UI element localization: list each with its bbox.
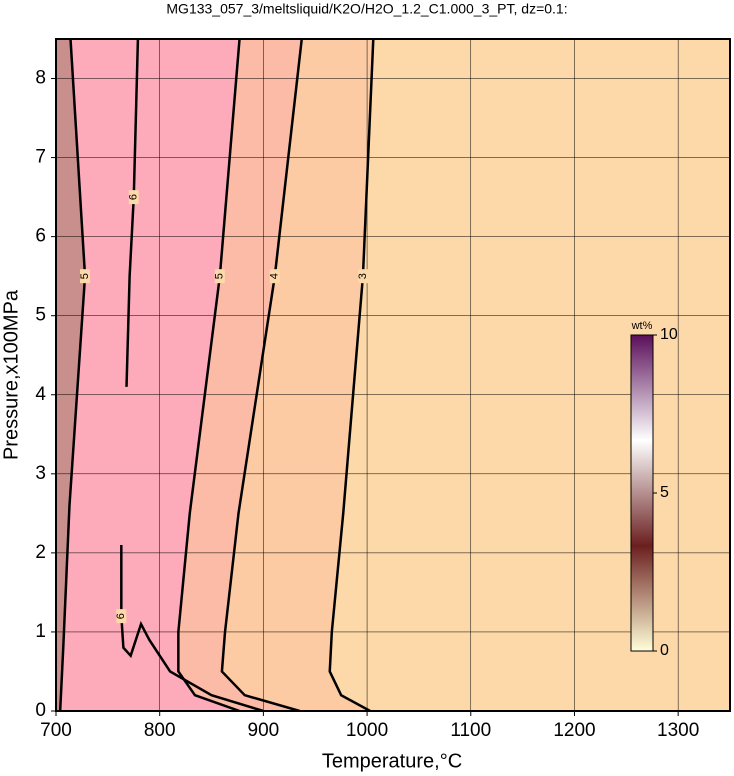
contour-fill	[56, 39, 86, 711]
y-tick-label: 0	[35, 700, 46, 721]
x-tick-label: 1100	[450, 720, 491, 741]
contour-label-box	[214, 269, 225, 284]
contour-line	[125, 39, 140, 387]
contour-label-box	[128, 190, 139, 205]
contour-label: 6	[128, 194, 140, 200]
x-tick-label: 1200	[553, 720, 595, 741]
colorbar-tick-label: 5	[660, 484, 669, 501]
y-tick-label: 2	[35, 542, 46, 563]
y-tick-label: 8	[35, 68, 46, 89]
y-tick-label: 5	[35, 305, 46, 326]
contour-label-box	[357, 269, 368, 284]
y-tick-label: 4	[35, 384, 46, 405]
x-tick-label: 700	[40, 720, 72, 741]
x-tick-label: 1000	[346, 720, 388, 741]
x-axis-label: Temperature,°C	[322, 750, 462, 772]
y-axis-label: Pressure,x100MPa	[0, 289, 22, 460]
contour-fill	[56, 39, 240, 711]
y-tick-label: 6	[35, 226, 46, 247]
contour-label: 6	[115, 613, 127, 619]
contour-label-box	[80, 269, 91, 284]
y-tick-label: 3	[35, 463, 46, 484]
contour-label: 3	[357, 273, 369, 279]
contour-label-box	[116, 609, 127, 624]
contour-label: 5	[79, 273, 91, 279]
overlay: 700 800 900 1000 1100 1200 1300 0 1 2 3 4 5 6 7 8 0 5 10 wt…	[35, 38, 731, 741]
colorbar	[630, 334, 654, 652]
x-tick-label: 800	[144, 720, 176, 741]
colorbar-tick-label: 10	[660, 326, 678, 343]
contour-label: 4	[269, 273, 281, 279]
colorbar-tick-label: 0	[660, 642, 669, 659]
plot-area: 3 4 5 6 6 5	[56, 39, 730, 711]
contour-line	[58, 39, 87, 711]
colorbar-label: wt%	[631, 320, 653, 332]
y-tick-label: 7	[35, 147, 46, 168]
plot-frame	[55, 38, 731, 712]
contour-label: 5	[214, 273, 226, 279]
y-tick-label: 1	[35, 621, 46, 642]
contour-line	[120, 544, 264, 711]
x-tick-label: 1300	[657, 720, 699, 741]
contour-label-box	[269, 269, 280, 284]
x-tick-label: 900	[248, 720, 280, 741]
chart-title: MG133_057_3/meltsliquid/K2O/H2O_1.2_C1.0…	[166, 1, 567, 17]
